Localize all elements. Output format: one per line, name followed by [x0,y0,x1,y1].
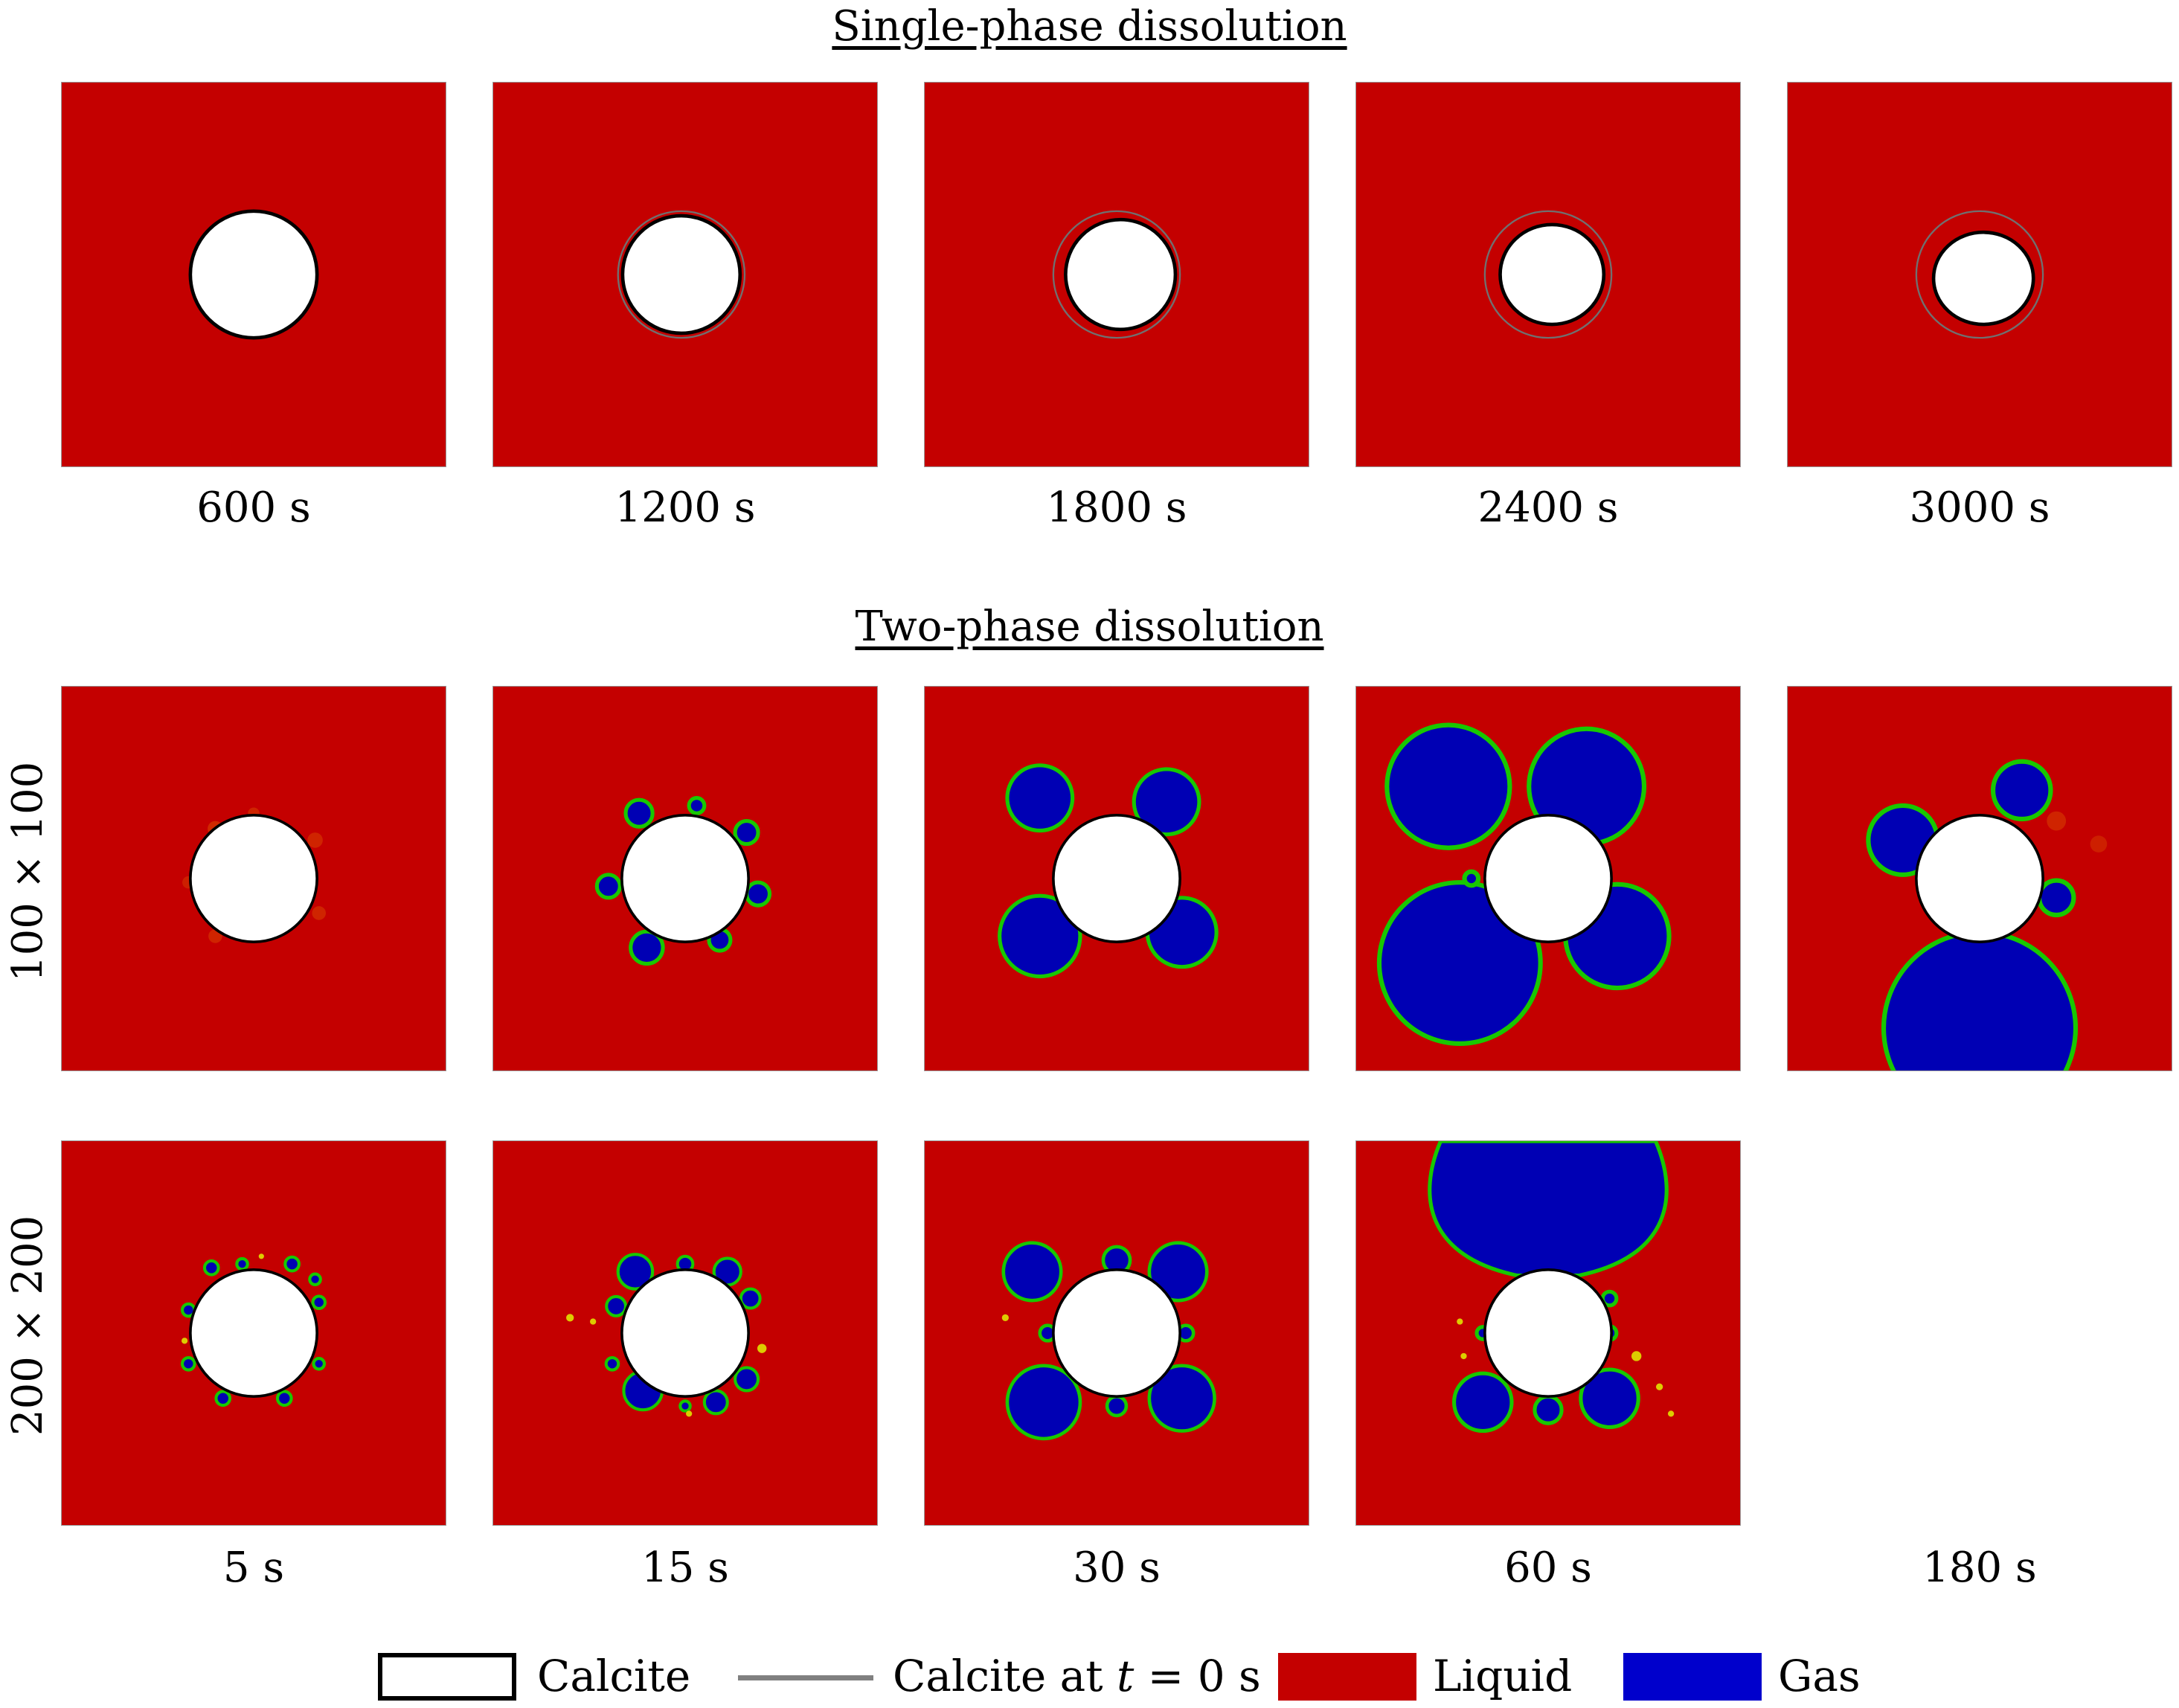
row-label-100: 100 × 100 [4,761,52,982]
single-time-label-2: 1200 s [614,484,756,532]
two-time-label-4: 60 s [1504,1544,1592,1592]
legend-calcite-label: Calcite [537,1651,691,1701]
two-phase-100-panel-2 [492,686,878,1071]
two-phase-200-panel-4 [1355,1140,1741,1526]
legend-liquid-swatch [1278,1653,1416,1701]
legend-calcite-swatch [378,1653,516,1701]
two-phase-100-panel-4 [1355,686,1741,1071]
two-time-label-5: 180 s [1922,1544,2037,1592]
two-phase-200-panel-2 [492,1140,878,1526]
single-time-label-3: 1800 s [1046,484,1187,532]
single-phase-panel-3 [924,82,1309,467]
legend-gas-label: Gas [1778,1651,1861,1701]
single-phase-panel-5 [1787,82,2172,467]
single-phase-panel-1 [61,82,446,467]
single-phase-title: Single-phase dissolution [832,2,1347,51]
legend-liquid-label: Liquid [1433,1651,1573,1701]
legend-calcite-initial-label: Calcite at t = 0 s [893,1651,1261,1701]
two-time-label-3: 30 s [1073,1544,1161,1592]
two-phase-200-panel-3 [924,1140,1309,1526]
single-time-label-4: 2400 s [1477,484,1619,532]
two-phase-title: Two-phase dissolution [855,603,1324,651]
single-time-label-5: 3000 s [1909,484,2050,532]
two-time-label-2: 15 s [641,1544,729,1592]
single-phase-panel-4 [1355,82,1741,467]
two-phase-200-panel-1 [61,1140,446,1526]
legend-gas-swatch [1623,1653,1762,1701]
single-phase-panel-2 [492,82,878,467]
row-label-200: 200 × 200 [4,1215,52,1436]
single-time-label-1: 600 s [196,484,311,532]
two-time-label-1: 5 s [222,1544,285,1592]
two-phase-100-panel-3 [924,686,1309,1071]
two-phase-100-panel-1 [61,686,446,1071]
legend-calcite-initial-line [738,1675,873,1680]
two-phase-100-panel-5 [1787,686,2172,1071]
